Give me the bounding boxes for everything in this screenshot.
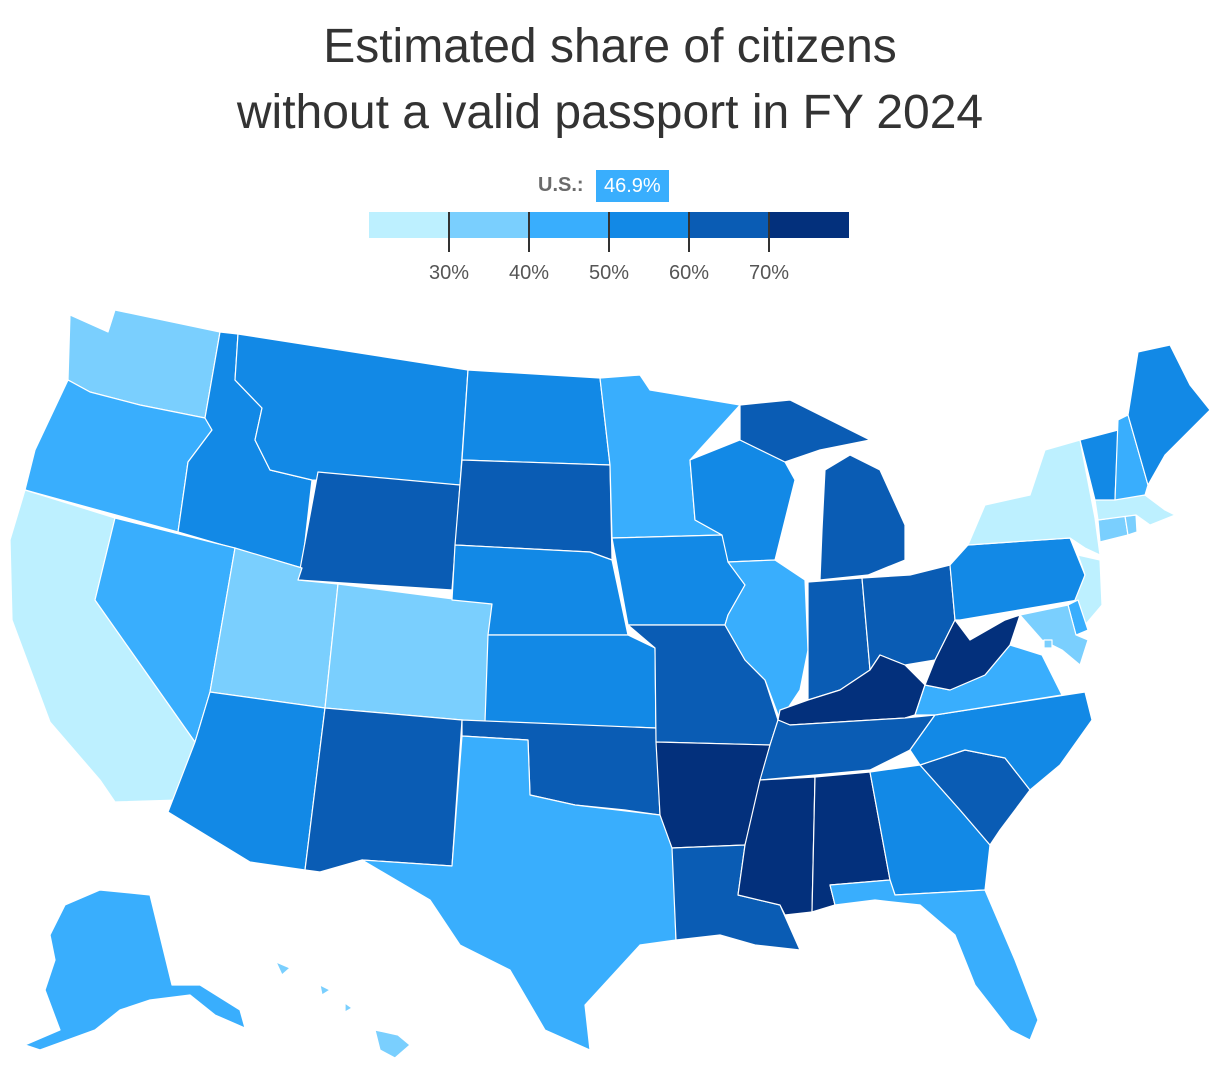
us-average-label: U.S.: xyxy=(538,174,584,196)
state-district-of-columbia[interactable] xyxy=(1043,639,1053,649)
state-texas[interactable] xyxy=(361,735,677,1051)
legend-bin-3 xyxy=(529,212,609,238)
state-montana[interactable] xyxy=(234,333,469,486)
state-massachusetts[interactable] xyxy=(1094,494,1176,526)
state-wyoming[interactable] xyxy=(297,471,461,591)
state-alaska[interactable] xyxy=(24,889,246,1051)
state-hawaii[interactable] xyxy=(275,961,411,1059)
state-south-dakota[interactable] xyxy=(454,459,613,561)
legend-tick-4 xyxy=(688,212,690,252)
legend-bin-5 xyxy=(689,212,769,238)
chart-title: Estimated share of citizens without a va… xyxy=(0,14,1220,146)
legend-tick-2 xyxy=(528,212,530,252)
legend-tick-1 xyxy=(448,212,450,252)
state-illinois[interactable] xyxy=(724,559,809,721)
legend-tick-label-30: 30% xyxy=(428,262,470,284)
title-line-1: Estimated share of citizens xyxy=(323,20,897,73)
state-florida[interactable] xyxy=(829,879,1039,1041)
state-colorado[interactable] xyxy=(324,583,493,723)
legend-tick-label-60: 60% xyxy=(668,262,710,284)
color-legend: 30% 40% 50% 60% 70% xyxy=(369,212,849,284)
state-maine[interactable] xyxy=(1127,344,1211,486)
legend-bin-4 xyxy=(609,212,689,238)
legend-tick-label-40: 40% xyxy=(508,262,550,284)
state-kansas[interactable] xyxy=(484,634,657,729)
title-line-2: without a valid passport in FY 2024 xyxy=(236,86,984,139)
state-new-hampshire[interactable] xyxy=(1114,414,1149,501)
us-average-value: 46.9% xyxy=(596,170,669,202)
state-michigan[interactable] xyxy=(739,399,906,581)
legend-bin-2 xyxy=(449,212,529,238)
legend-bin-6 xyxy=(769,212,849,238)
legend-bins xyxy=(369,212,849,238)
state-north-dakota[interactable] xyxy=(461,369,611,466)
legend-tick-5 xyxy=(768,212,770,252)
legend-bin-1 xyxy=(369,212,449,238)
state-west-virginia[interactable] xyxy=(924,614,1021,691)
legend-tick-label-70: 70% xyxy=(748,262,790,284)
legend-tick-label-50: 50% xyxy=(588,262,630,284)
us-choropleth-map xyxy=(9,309,1211,1059)
state-new-york[interactable] xyxy=(967,439,1101,556)
state-new-mexico[interactable] xyxy=(304,707,463,873)
legend-tick-3 xyxy=(608,212,610,252)
